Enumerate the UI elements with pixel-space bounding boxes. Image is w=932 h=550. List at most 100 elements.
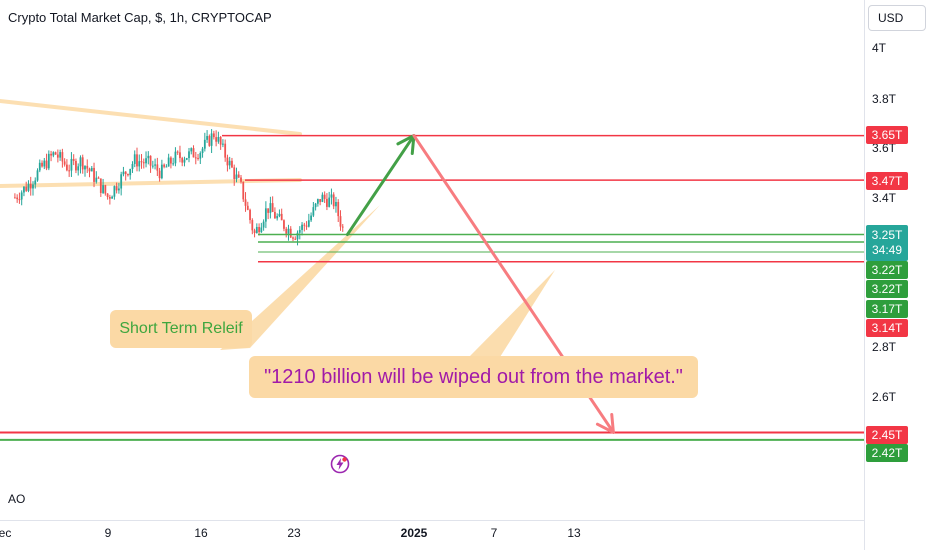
candle [192, 145, 195, 158]
candle [212, 130, 215, 140]
candle [303, 222, 306, 232]
wipe-out-callout[interactable]: "1210 billion will be wiped out from the… [249, 356, 698, 398]
time-axis-separator [0, 520, 864, 521]
price-label-target: 2.42T [866, 444, 908, 462]
candle [127, 173, 129, 177]
candle [41, 160, 43, 168]
candle [140, 154, 143, 169]
candle [183, 156, 186, 167]
candle [165, 164, 168, 168]
candle [267, 208, 270, 220]
candle [72, 154, 75, 166]
candle [289, 226, 292, 239]
candle [172, 157, 175, 166]
candle [335, 196, 337, 213]
candle [253, 228, 256, 238]
candle [16, 194, 19, 203]
candle [280, 208, 283, 221]
candle [237, 171, 240, 179]
candle [129, 168, 132, 180]
time-tick: 23 [287, 526, 301, 540]
candle [321, 192, 324, 203]
candle [59, 149, 62, 161]
candle [97, 176, 100, 179]
candle [138, 154, 141, 172]
candle [18, 192, 21, 204]
candle [262, 219, 265, 231]
candle [203, 132, 206, 152]
candle [231, 157, 233, 169]
candle [287, 224, 290, 241]
candle [160, 159, 163, 180]
price-label-resistance: 3.65T [866, 126, 908, 144]
price-label-last: 3.25T 34:49 [866, 225, 908, 261]
candle [136, 147, 138, 172]
candle [102, 178, 104, 195]
price-tick: 3.8T [872, 92, 897, 106]
candle [307, 213, 310, 228]
candle [337, 199, 340, 222]
time-tick: 13 [567, 526, 581, 540]
price-tick: 3.6T [872, 141, 897, 155]
candle [258, 223, 260, 236]
candle [61, 148, 64, 168]
short-term-relief-callout[interactable]: Short Term Releif [110, 310, 252, 348]
candle [341, 224, 344, 232]
candle [50, 150, 52, 162]
candle [294, 236, 297, 241]
price-tick: 3.4T [872, 191, 897, 205]
price-label-support: 3.22T [866, 261, 908, 279]
price-label-support: 3.22T [866, 280, 908, 298]
candle [185, 157, 188, 161]
candle [222, 139, 224, 148]
price-tick: 2.8T [872, 340, 897, 354]
candle [269, 196, 272, 219]
candle [319, 199, 322, 206]
candle [283, 219, 285, 232]
callout-pointer [470, 270, 555, 357]
candle [45, 153, 48, 171]
candle [190, 147, 193, 155]
candle [316, 198, 319, 207]
candle [63, 158, 66, 167]
candle [52, 151, 55, 158]
candle [328, 191, 331, 208]
candle [323, 191, 326, 203]
candle [298, 226, 301, 240]
candle [215, 130, 218, 147]
candle [81, 154, 84, 174]
candle [332, 192, 335, 210]
candle [264, 201, 267, 229]
candle [131, 161, 134, 173]
candle [194, 151, 197, 165]
time-tick: 16 [194, 526, 208, 540]
chart-title: Crypto Total Market Cap, $, 1h, CRYPTOCA… [8, 10, 272, 25]
candle [86, 159, 89, 173]
lightning-icon[interactable] [330, 454, 350, 474]
price-tick: 4T [872, 41, 887, 55]
candle [32, 181, 34, 196]
candle [276, 213, 279, 221]
candle [201, 146, 204, 158]
candle [226, 154, 229, 172]
candle [208, 134, 211, 147]
candle [79, 155, 82, 174]
trend-line [0, 178, 302, 188]
price-label-support: 3.17T [866, 300, 908, 318]
price-axis-separator [864, 0, 865, 550]
projection-arrow [345, 134, 416, 237]
candle [90, 165, 93, 172]
price-label-target: 2.45T [866, 426, 908, 444]
candle [310, 212, 312, 222]
candle [233, 164, 236, 186]
candle [20, 190, 23, 206]
candle [142, 158, 145, 169]
candle [301, 222, 303, 236]
candle [120, 171, 123, 196]
candle [260, 222, 263, 233]
candle [249, 208, 251, 224]
currency-selector[interactable]: USD [868, 5, 926, 31]
candle [111, 195, 114, 199]
candle [133, 150, 136, 168]
